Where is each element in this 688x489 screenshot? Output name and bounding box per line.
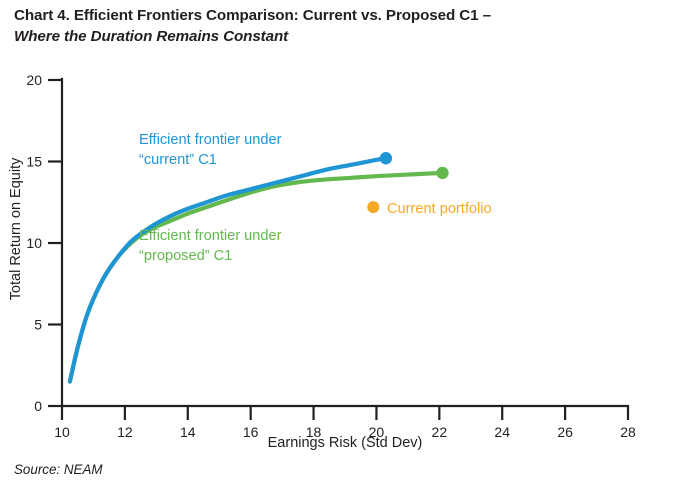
x-tick-24: 24: [494, 406, 510, 440]
series-line: [67, 156, 388, 384]
x-tick-label: 22: [432, 424, 448, 440]
y-tick-label: 10: [26, 235, 42, 251]
x-tick-label: 26: [557, 424, 573, 440]
x-tick-label: 12: [117, 424, 133, 440]
y-axis-title: Total Return on Equity: [8, 157, 24, 300]
proposed-frontier-label-line: Efficient frontier under: [139, 228, 282, 244]
x-tick-label: 14: [180, 424, 196, 440]
y-tick-label: 0: [34, 398, 42, 414]
y-tick-5: 5: [34, 317, 62, 333]
y-tick-label: 20: [26, 72, 42, 88]
x-tick-label: 20: [369, 424, 385, 440]
source-note: Source: NEAM: [14, 462, 103, 477]
y-tick-15: 15: [26, 154, 62, 170]
y-tick-label: 15: [26, 154, 42, 170]
x-tick-label: 24: [494, 424, 510, 440]
x-tick-28: 28: [620, 406, 636, 440]
series-endpoint-marker: [436, 166, 449, 180]
x-tick-18: 18: [306, 406, 322, 440]
x-tick-label: 18: [306, 424, 322, 440]
x-tick-label: 10: [54, 424, 70, 440]
x-tick-14: 14: [180, 406, 196, 440]
series-group: [67, 152, 449, 384]
data-points-group: [367, 201, 380, 214]
proposed-frontier-label-line: “proposed” C1: [139, 248, 232, 264]
chart-title-line-1: Chart 4. Efficient Frontiers Comparison:…: [14, 7, 491, 24]
y-tick-0: 0: [34, 398, 62, 414]
x-tick-10: 10: [54, 406, 70, 440]
chart-title: Chart 4. Efficient Frontiers Comparison:…: [14, 6, 674, 47]
current-frontier-label-line: Efficient frontier under: [139, 132, 282, 148]
y-tick-20: 20: [26, 72, 62, 88]
series: [67, 166, 449, 384]
x-tick-26: 26: [557, 406, 573, 440]
current-portfolio-label: Current portfolio: [387, 201, 492, 217]
current-portfolio-label-line: Current portfolio: [387, 201, 492, 217]
efficient-frontier-chart: Total Return on Equity 0 5 10 15 20 10 12 14 16…: [8, 72, 636, 451]
annotations-group: Efficient frontier under“current” C1Effi…: [139, 132, 492, 264]
current-portfolio-marker: [367, 201, 380, 214]
x-axis-title: Earnings Risk (Std Dev): [268, 435, 423, 451]
x-axis-ticks: 10 12 14 16 18 20 22 24 26 28: [54, 406, 636, 440]
x-tick-12: 12: [117, 406, 133, 440]
x-tick-label: 28: [620, 424, 636, 440]
chart-plot-container: Total Return on Equity 0 5 10 15 20 10 12 14 16…: [0, 52, 688, 452]
chart-title-line-2: Where the Duration Remains Constant: [14, 28, 289, 45]
y-tick-label: 5: [34, 317, 42, 333]
y-tick-10: 10: [26, 235, 62, 251]
current-frontier-label: Efficient frontier under “current” C1: [139, 132, 282, 168]
x-tick-label: 16: [243, 424, 259, 440]
x-tick-20: 20: [369, 406, 385, 440]
x-tick-16: 16: [243, 406, 259, 440]
x-tick-22: 22: [432, 406, 448, 440]
current-frontier-label-line: “current” C1: [139, 152, 217, 168]
series-endpoint-marker: [379, 152, 393, 165]
series: [67, 152, 393, 384]
proposed-frontier-label: Efficient frontier under “proposed” C1: [139, 228, 282, 264]
y-axis-ticks: 0 5 10 15 20: [26, 72, 62, 414]
